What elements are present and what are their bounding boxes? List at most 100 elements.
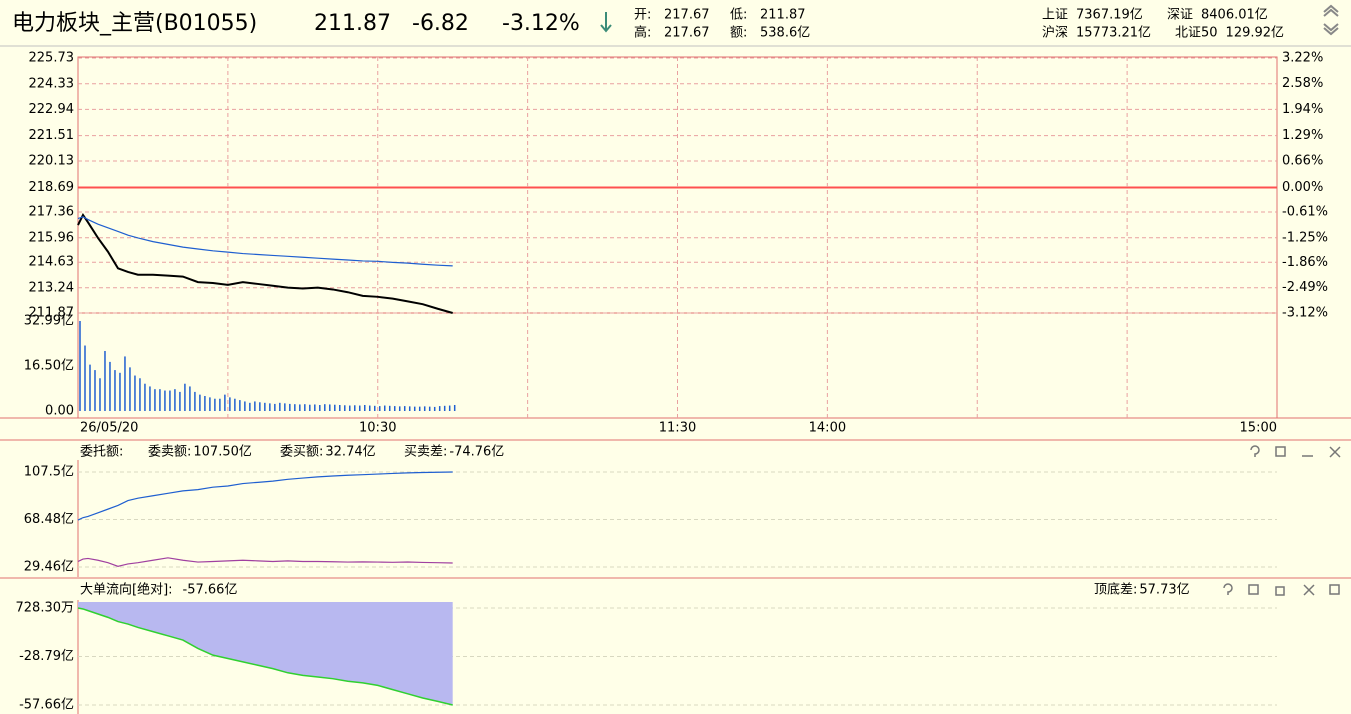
spread-label: 顶底差: (1094, 582, 1137, 598)
index-name: 沪深 (1042, 25, 1068, 41)
index-value: 129.92亿 (1226, 26, 1285, 41)
scroll-arrows[interactable] (1323, 4, 1339, 36)
volume-bar (418, 406, 421, 411)
volume-bar (199, 394, 201, 411)
volume-bar (344, 405, 346, 411)
volume-bar (383, 405, 386, 411)
volume-bar (304, 404, 306, 411)
volume-bar (129, 367, 131, 411)
volume-bar (314, 404, 316, 411)
arrow-up[interactable] (1323, 8, 1339, 17)
volume-bar (403, 406, 406, 411)
volume-bar (408, 406, 411, 411)
close-button[interactable] (1303, 584, 1315, 596)
volume-bar (104, 350, 106, 411)
y2-tick-label: -1.86% (1282, 255, 1328, 270)
y2-tick-label: -1.25% (1282, 230, 1328, 245)
open-label: 开: (634, 8, 651, 23)
volume-bar (413, 406, 416, 411)
volume-bar (114, 370, 116, 411)
high: 217.67 (664, 26, 710, 41)
volume-bar (144, 383, 146, 411)
help-button[interactable] (1223, 583, 1233, 595)
volume-bar (284, 403, 286, 411)
close-button[interactable] (1329, 446, 1341, 458)
volume-bar (254, 401, 256, 411)
y-tick-label: 16.50亿 (24, 358, 74, 373)
maximize-button[interactable] (1248, 584, 1259, 595)
y-tick-label: 221.51 (29, 128, 75, 143)
series-line (77, 557, 453, 567)
down-arrow (600, 12, 612, 33)
volume-bar (369, 405, 371, 411)
volume-bar (334, 404, 336, 411)
volume-bar (374, 405, 376, 411)
help-icons[interactable] (1223, 445, 1260, 595)
amount-label: 额: (730, 26, 747, 41)
volume-bar (219, 398, 221, 411)
y-tick-label: 32.99亿 (24, 314, 74, 329)
volume-bar (94, 370, 96, 411)
volume-bar (324, 404, 326, 411)
volume-bar (364, 404, 366, 411)
arrow-down[interactable] (1323, 27, 1339, 36)
help-button[interactable] (1250, 445, 1260, 457)
volume-bar (448, 405, 451, 411)
volume-bar (189, 386, 191, 411)
arrow-up[interactable] (1323, 4, 1339, 13)
volume-bar (319, 404, 321, 411)
y2-tick-label: -0.61% (1282, 205, 1328, 220)
volume-bar (224, 394, 226, 411)
volume-bar (99, 378, 101, 411)
volume-bar (229, 397, 231, 411)
open: 217.67 (664, 8, 710, 23)
volume-bar (89, 364, 91, 411)
y-tick-label: 214.63 (29, 255, 75, 270)
volume-bar (84, 345, 86, 411)
volume-bar (294, 404, 296, 411)
x-tick-label: 14:00 (809, 421, 846, 436)
y-tick-label: 728.30万 (16, 600, 75, 615)
title: 电力板块_主营(B01055) (12, 11, 257, 36)
legend-value: 32.74亿 (325, 445, 375, 460)
volume-bar (204, 395, 206, 411)
volume-bar (398, 406, 401, 411)
index-name: 北证50 (1175, 26, 1218, 41)
maximize-button[interactable] (1275, 446, 1286, 457)
panel-buttons[interactable] (1248, 446, 1341, 596)
y-tick-label: 224.33 (29, 76, 75, 91)
y-tick-label: 215.96 (29, 230, 75, 245)
x-tick-label: 15:00 (1240, 421, 1277, 436)
y-tick-label: 220.13 (29, 154, 75, 169)
volume-bar (388, 405, 391, 411)
y2-tick-label: 3.22% (1282, 51, 1323, 66)
volume-bar (164, 390, 166, 411)
y2-tick-label: 0.66% (1282, 153, 1323, 168)
index-value: 8406.01亿 (1201, 8, 1268, 23)
x-tick-label: 10:30 (359, 421, 396, 436)
spread-value: 57.73亿 (1139, 583, 1189, 598)
y-tick-label: 107.5亿 (24, 464, 74, 479)
volume-bar (443, 405, 446, 411)
volume-bar (209, 397, 211, 411)
volume-bar (194, 391, 196, 411)
series-line (77, 212, 453, 314)
y2-tick-label: -3.12% (1282, 306, 1328, 321)
float-button[interactable] (1329, 584, 1340, 595)
volume-bar (354, 405, 356, 411)
volume-bar (109, 361, 111, 411)
legend-label: 委卖额: (148, 445, 191, 460)
volume-bar (119, 372, 121, 411)
arrow-down[interactable] (1323, 23, 1339, 32)
volume-bar (259, 402, 261, 411)
volume-bar (289, 403, 291, 411)
change-pct: -3.12% (502, 11, 580, 36)
volume-bar (139, 378, 141, 411)
index-value: 7367.19亿 (1076, 8, 1143, 23)
price: 211.87 (314, 11, 391, 36)
restore-button[interactable] (1275, 586, 1285, 596)
volume-bar (453, 404, 456, 411)
y2-tick-label: 1.94% (1282, 102, 1323, 117)
